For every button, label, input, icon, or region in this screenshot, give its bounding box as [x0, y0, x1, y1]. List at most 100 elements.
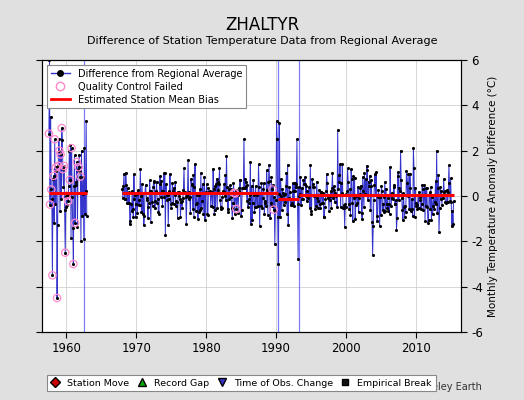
Point [362, 176, 370, 182]
Point [209, 165, 217, 172]
Point [188, 182, 196, 188]
Point [440, 189, 449, 196]
Point [277, 176, 285, 182]
Point [424, 217, 433, 223]
Point [348, 218, 357, 224]
Point [441, 188, 449, 194]
Point [285, 184, 293, 190]
Point [394, 173, 402, 179]
Point [413, 206, 422, 212]
Point [145, 200, 153, 206]
Point [436, 184, 444, 191]
Point [198, 198, 206, 204]
Point [332, 191, 341, 198]
Point [405, 206, 413, 212]
Point [125, 189, 134, 196]
Point [379, 200, 387, 207]
Point [50, 136, 59, 142]
Point [51, 201, 60, 208]
Point [346, 186, 354, 192]
Point [305, 184, 313, 190]
Point [258, 194, 267, 201]
Point [277, 193, 286, 199]
Point [231, 211, 239, 218]
Point [376, 194, 385, 200]
Point [333, 204, 341, 210]
Point [130, 171, 138, 178]
Point [170, 191, 179, 198]
Point [132, 201, 140, 207]
Point [369, 197, 378, 203]
Point [420, 191, 428, 198]
Point [287, 196, 296, 202]
Point [386, 164, 394, 170]
Point [298, 196, 307, 202]
Point [176, 214, 184, 220]
Point [377, 212, 385, 218]
Point [185, 188, 193, 195]
Point [64, 198, 72, 204]
Point [126, 221, 134, 227]
Point [417, 206, 425, 212]
Point [175, 193, 183, 199]
Point [341, 224, 349, 230]
Point [130, 196, 139, 202]
Point [375, 193, 383, 200]
Point [219, 188, 227, 194]
Point [400, 214, 409, 220]
Point [140, 212, 149, 219]
Point [414, 205, 423, 212]
Point [244, 204, 252, 210]
Point [392, 227, 401, 233]
Point [333, 127, 342, 134]
Point [322, 171, 331, 178]
Point [203, 211, 212, 218]
Point [49, 173, 58, 179]
Point [50, 220, 58, 226]
Point [431, 198, 439, 205]
Point [210, 210, 219, 217]
Point [60, 163, 68, 169]
Point [251, 203, 259, 210]
Point [279, 202, 288, 208]
Point [69, 225, 77, 232]
Point [235, 184, 244, 191]
Point [233, 190, 241, 197]
Point [70, 152, 79, 158]
Point [223, 184, 231, 190]
Point [370, 182, 378, 189]
Point [70, 183, 78, 190]
Point [168, 179, 177, 186]
Point [163, 192, 172, 198]
Point [396, 148, 405, 154]
Point [395, 196, 403, 203]
Point [307, 208, 315, 214]
Point [68, 194, 77, 200]
Point [372, 169, 380, 175]
Point [222, 153, 231, 159]
Point [156, 173, 165, 179]
Point [159, 170, 168, 176]
Point [355, 195, 364, 201]
Point [303, 188, 312, 194]
Point [378, 207, 387, 213]
Point [212, 176, 221, 182]
Point [335, 172, 343, 178]
Point [261, 200, 270, 206]
Point [393, 215, 401, 222]
Point [443, 199, 452, 206]
Point [283, 211, 291, 218]
Point [346, 212, 355, 219]
Point [169, 188, 177, 194]
Point [381, 207, 390, 214]
Point [162, 192, 171, 198]
Point [146, 177, 154, 184]
Point [55, 148, 63, 154]
Point [363, 162, 371, 169]
Point [329, 194, 337, 201]
Point [118, 186, 126, 192]
Point [150, 179, 158, 186]
Point [296, 191, 304, 198]
Point [444, 188, 453, 195]
Point [234, 210, 242, 216]
